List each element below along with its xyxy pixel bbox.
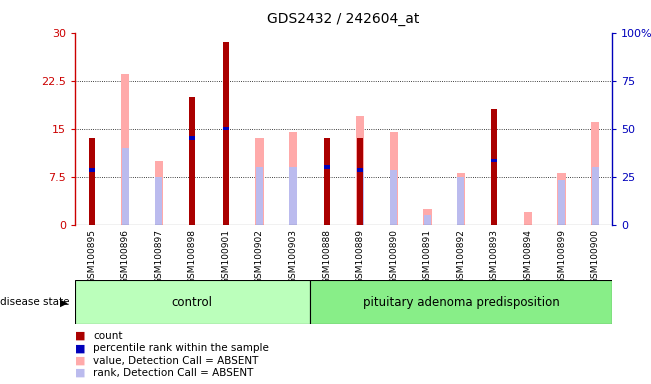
Bar — [457, 174, 465, 225]
Text: ■: ■ — [75, 356, 85, 366]
Text: GSM100902: GSM100902 — [255, 229, 264, 284]
Text: count: count — [93, 331, 122, 341]
Bar — [423, 209, 432, 225]
Bar — [189, 136, 195, 140]
Bar — [223, 127, 229, 131]
Text: GSM100891: GSM100891 — [422, 229, 432, 284]
Text: GSM100888: GSM100888 — [322, 229, 331, 284]
Text: GSM100899: GSM100899 — [557, 229, 566, 284]
Text: GSM100901: GSM100901 — [221, 229, 230, 284]
Bar — [357, 169, 363, 172]
Bar — [289, 132, 298, 225]
Bar — [457, 177, 464, 225]
Bar — [189, 97, 195, 225]
Text: GSM100894: GSM100894 — [523, 229, 533, 284]
Text: GSM100893: GSM100893 — [490, 229, 499, 284]
Text: ▶: ▶ — [60, 297, 68, 308]
Bar — [223, 42, 229, 225]
Text: control: control — [172, 296, 213, 309]
Bar — [492, 109, 497, 225]
Bar — [557, 174, 566, 225]
Bar — [121, 74, 130, 225]
Bar — [89, 138, 94, 225]
Text: GDS2432 / 242604_at: GDS2432 / 242604_at — [267, 12, 420, 25]
Bar — [256, 167, 263, 225]
Text: rank, Detection Call = ABSENT: rank, Detection Call = ABSENT — [93, 368, 253, 378]
Text: pituitary adenoma predisposition: pituitary adenoma predisposition — [363, 296, 559, 309]
Text: GSM100898: GSM100898 — [188, 229, 197, 284]
Bar — [390, 170, 397, 225]
Bar — [357, 170, 364, 225]
Text: GSM100900: GSM100900 — [590, 229, 600, 284]
Bar — [324, 138, 329, 225]
Text: ■: ■ — [75, 343, 85, 353]
Bar — [492, 159, 497, 162]
Bar — [255, 138, 264, 225]
Bar — [357, 138, 363, 225]
Bar — [89, 169, 94, 172]
Text: percentile rank within the sample: percentile rank within the sample — [93, 343, 269, 353]
Bar — [592, 167, 599, 225]
Text: value, Detection Call = ABSENT: value, Detection Call = ABSENT — [93, 356, 258, 366]
Text: ■: ■ — [75, 331, 85, 341]
Text: GSM100897: GSM100897 — [154, 229, 163, 284]
Bar — [558, 180, 565, 225]
Text: GSM100892: GSM100892 — [456, 229, 465, 284]
Text: disease state: disease state — [0, 297, 70, 308]
Bar — [356, 116, 365, 225]
Text: GSM100889: GSM100889 — [355, 229, 365, 284]
Bar — [154, 161, 163, 225]
Bar — [389, 132, 398, 225]
Bar — [424, 215, 431, 225]
Bar — [75, 280, 310, 324]
Bar — [155, 177, 162, 225]
Bar — [591, 122, 600, 225]
Text: GSM100903: GSM100903 — [288, 229, 298, 284]
Text: GSM100896: GSM100896 — [120, 229, 130, 284]
Bar — [122, 148, 129, 225]
Bar — [310, 280, 612, 324]
Text: ■: ■ — [75, 368, 85, 378]
Bar — [524, 212, 533, 225]
Text: GSM100890: GSM100890 — [389, 229, 398, 284]
Bar — [324, 165, 329, 169]
Bar — [290, 167, 297, 225]
Text: GSM100895: GSM100895 — [87, 229, 96, 284]
